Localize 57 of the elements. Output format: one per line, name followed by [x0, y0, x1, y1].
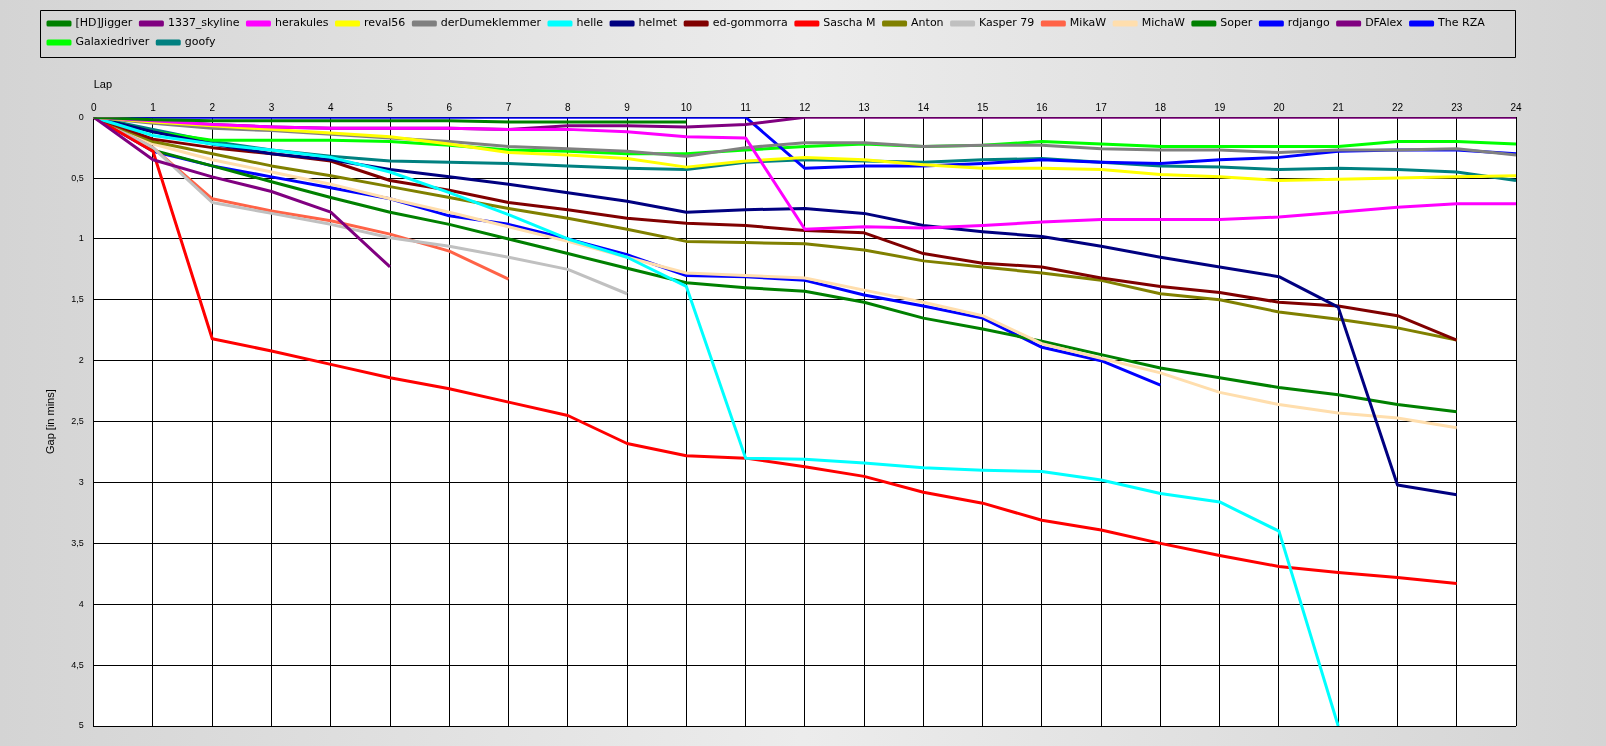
x-tick-label: 18	[1154, 101, 1167, 113]
legend-label: herakules	[274, 16, 329, 30]
x-tick-label: 5	[387, 101, 394, 113]
legend-label: MichaW	[1141, 16, 1185, 30]
x-tick-label: 21	[1332, 101, 1345, 113]
x-tick-label: 0	[90, 101, 97, 113]
x-tick-label: 2	[209, 101, 216, 113]
y-tick-label: 1,5	[71, 294, 84, 305]
x-tick-label: 16	[1036, 101, 1048, 113]
y-tick-label: 0	[78, 111, 84, 122]
x-tick-label: 6	[446, 101, 453, 113]
y-tick-label: 4,5	[71, 659, 84, 670]
legend-label: reval56	[364, 16, 406, 30]
y-tick-label: 1	[78, 233, 84, 244]
y-axis-title: Gap [in mins]	[43, 389, 56, 455]
x-tick-label: 24	[1510, 101, 1522, 113]
legend-label: DFAlex	[1365, 16, 1404, 30]
y-tick-label: 3,5	[71, 537, 84, 548]
legend-label: 1337_skyline	[167, 16, 240, 30]
legend-label: Kasper 79	[979, 16, 1035, 30]
legend-label: goofy	[184, 35, 216, 49]
x-tick-label: 23	[1451, 101, 1463, 113]
x-tick-label: 19	[1214, 101, 1226, 113]
legend-label: helmet	[638, 16, 678, 30]
y-tick-label: 4	[78, 598, 84, 609]
x-tick-label: 1	[150, 101, 157, 113]
x-tick-label: 22	[1391, 101, 1404, 113]
x-tick-label: 17	[1095, 101, 1108, 113]
y-tick-label: 5	[78, 720, 84, 731]
y-tick-label: 0,5	[71, 172, 84, 183]
x-tick-label: 3	[268, 101, 275, 113]
legend-label: The RZA	[1437, 16, 1486, 30]
x-tick-label: 14	[917, 101, 930, 113]
x-tick-label: 15	[977, 101, 989, 113]
x-tick-label: 4	[327, 101, 334, 113]
x-tick-label: 9	[624, 101, 631, 113]
y-tick-label: 3	[78, 476, 84, 487]
x-axis-title: Lap	[93, 77, 113, 90]
x-tick-label: 11	[740, 101, 752, 113]
x-tick-label: 10	[680, 101, 693, 113]
legend-label: MikaW	[1069, 16, 1107, 30]
y-tick-label: 2	[78, 355, 84, 366]
x-tick-label: 12	[799, 101, 811, 113]
x-tick-label: 7	[505, 101, 512, 113]
y-tick-label: 2,5	[71, 416, 84, 427]
legend-label: [HD]Jigger	[75, 16, 133, 30]
legend-label: ed-gommorra	[712, 16, 788, 30]
legend-label: Sascha M	[823, 16, 876, 30]
legend-label: Anton	[911, 16, 944, 30]
legend-label: helle	[576, 16, 604, 30]
x-tick-label: 20	[1273, 101, 1285, 113]
legend-label: Galaxiedriver	[75, 35, 150, 49]
legend-label: rdjango	[1287, 16, 1330, 30]
x-tick-label: 13	[858, 101, 871, 113]
legend-label: derDumeklemmer	[440, 16, 542, 30]
x-tick-label: 8	[565, 101, 572, 113]
legend-label: Soper	[1220, 16, 1253, 30]
